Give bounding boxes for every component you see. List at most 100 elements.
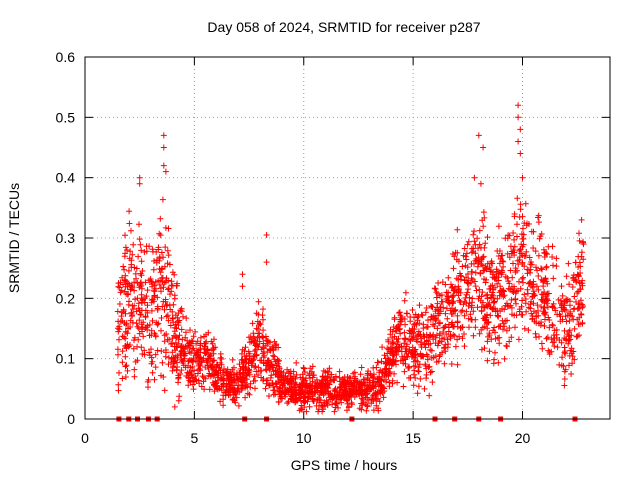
data-point	[162, 244, 169, 251]
data-point	[535, 286, 542, 293]
data-point	[569, 360, 576, 367]
data-point	[146, 332, 153, 339]
data-point	[470, 332, 477, 339]
data-point	[201, 386, 208, 393]
data-point	[497, 283, 504, 290]
data-point	[484, 291, 491, 298]
data-point	[155, 278, 162, 284]
data-point	[140, 333, 147, 340]
data-point	[517, 150, 524, 157]
y-tick-label: 0.3	[56, 230, 76, 246]
data-point	[449, 283, 456, 290]
data-point	[479, 254, 486, 261]
data-point	[164, 336, 171, 343]
data-point	[477, 269, 484, 276]
data-point	[565, 260, 572, 267]
data-point	[390, 358, 397, 365]
data-point	[180, 360, 187, 366]
data-point	[252, 377, 259, 384]
data-point	[490, 299, 497, 306]
data-point	[433, 332, 440, 339]
data-point	[393, 344, 400, 351]
data-point	[463, 308, 470, 315]
data-point	[156, 265, 163, 272]
data-point	[252, 363, 259, 370]
data-point	[152, 351, 159, 358]
data-point	[560, 306, 567, 312]
data-point	[538, 303, 545, 310]
data-point	[492, 349, 498, 356]
data-point	[432, 285, 439, 292]
data-point	[577, 297, 584, 304]
data-point	[496, 260, 503, 267]
data-point	[483, 265, 490, 272]
data-point	[566, 281, 573, 288]
data-point	[523, 308, 530, 315]
data-point	[242, 394, 249, 401]
data-point	[446, 300, 453, 307]
data-point	[428, 303, 434, 309]
data-point	[315, 406, 322, 413]
data-point	[133, 308, 140, 315]
data-point	[257, 321, 264, 328]
data-point	[421, 385, 428, 392]
data-point	[461, 245, 468, 252]
data-point	[425, 364, 432, 371]
data-point	[231, 382, 237, 389]
data-point	[414, 390, 421, 397]
data-point	[270, 384, 277, 390]
data-point	[484, 357, 491, 364]
data-point	[148, 278, 155, 285]
data-point	[517, 206, 524, 213]
data-point	[258, 367, 265, 374]
data-point	[461, 298, 468, 305]
data-point	[556, 311, 563, 318]
data-point	[155, 244, 162, 251]
data-point	[412, 351, 419, 358]
data-point	[373, 402, 380, 409]
data-point	[245, 359, 252, 366]
data-point	[115, 328, 122, 335]
data-point	[159, 274, 166, 281]
data-point	[419, 352, 426, 359]
data-point	[404, 341, 410, 348]
data-point	[340, 382, 347, 388]
data-point	[160, 374, 167, 380]
data-point	[528, 261, 535, 268]
data-point	[237, 369, 243, 376]
data-point	[138, 291, 145, 298]
data-point	[136, 236, 143, 243]
data-point	[125, 280, 132, 287]
data-point	[499, 317, 506, 324]
data-point	[431, 285, 438, 292]
data-point	[198, 355, 205, 362]
data-point	[276, 385, 283, 392]
data-point	[344, 407, 350, 414]
data-point	[495, 274, 502, 281]
data-point	[309, 374, 316, 381]
data-point	[553, 263, 560, 270]
data-point	[217, 398, 224, 405]
chart-title: Day 058 of 2024, SRMTID for receiver p28…	[207, 19, 480, 35]
data-point	[172, 347, 179, 354]
data-point	[207, 373, 214, 380]
data-point	[255, 298, 262, 305]
data-point	[430, 336, 437, 343]
data-point	[198, 358, 205, 365]
data-point	[577, 270, 584, 276]
data-point	[288, 389, 295, 396]
data-point	[204, 347, 211, 353]
data-point	[200, 374, 207, 381]
data-point	[558, 339, 565, 346]
data-point	[462, 262, 469, 269]
data-point	[122, 363, 129, 370]
data-point	[301, 404, 308, 411]
data-point	[332, 388, 339, 395]
data-point	[271, 387, 278, 394]
data-point	[571, 293, 578, 300]
data-point	[135, 253, 142, 260]
data-point	[193, 357, 199, 364]
data-point	[402, 321, 409, 328]
data-point	[543, 263, 550, 270]
data-point	[160, 162, 167, 169]
